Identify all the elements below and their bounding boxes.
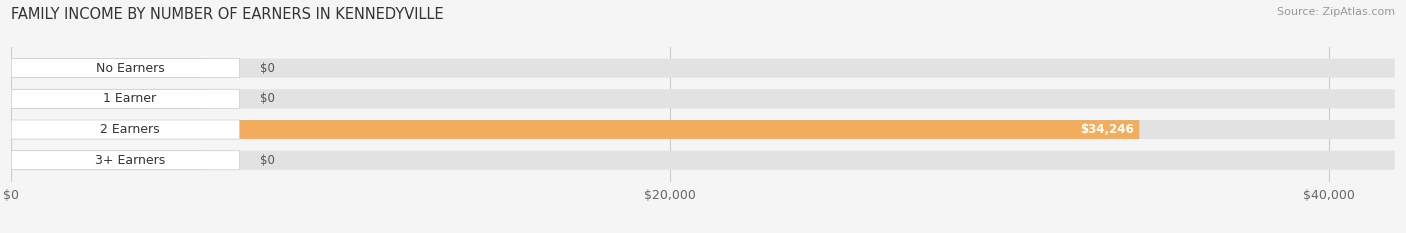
FancyBboxPatch shape bbox=[11, 58, 205, 78]
FancyBboxPatch shape bbox=[11, 89, 239, 108]
FancyBboxPatch shape bbox=[11, 120, 1139, 139]
FancyBboxPatch shape bbox=[11, 58, 1395, 78]
Text: $34,246: $34,246 bbox=[1080, 123, 1133, 136]
FancyBboxPatch shape bbox=[11, 58, 239, 78]
Text: 1 Earner: 1 Earner bbox=[104, 92, 156, 105]
Text: $0: $0 bbox=[260, 62, 276, 75]
Text: 2 Earners: 2 Earners bbox=[100, 123, 160, 136]
FancyBboxPatch shape bbox=[11, 120, 239, 139]
FancyBboxPatch shape bbox=[11, 151, 205, 170]
Text: 3+ Earners: 3+ Earners bbox=[94, 154, 165, 167]
FancyBboxPatch shape bbox=[11, 89, 1395, 108]
FancyBboxPatch shape bbox=[11, 120, 1395, 139]
Text: $0: $0 bbox=[260, 154, 276, 167]
Text: FAMILY INCOME BY NUMBER OF EARNERS IN KENNEDYVILLE: FAMILY INCOME BY NUMBER OF EARNERS IN KE… bbox=[11, 7, 444, 22]
Text: Source: ZipAtlas.com: Source: ZipAtlas.com bbox=[1277, 7, 1395, 17]
Text: No Earners: No Earners bbox=[96, 62, 165, 75]
FancyBboxPatch shape bbox=[11, 89, 205, 108]
FancyBboxPatch shape bbox=[11, 151, 239, 170]
FancyBboxPatch shape bbox=[11, 151, 1395, 170]
Text: $0: $0 bbox=[260, 92, 276, 105]
